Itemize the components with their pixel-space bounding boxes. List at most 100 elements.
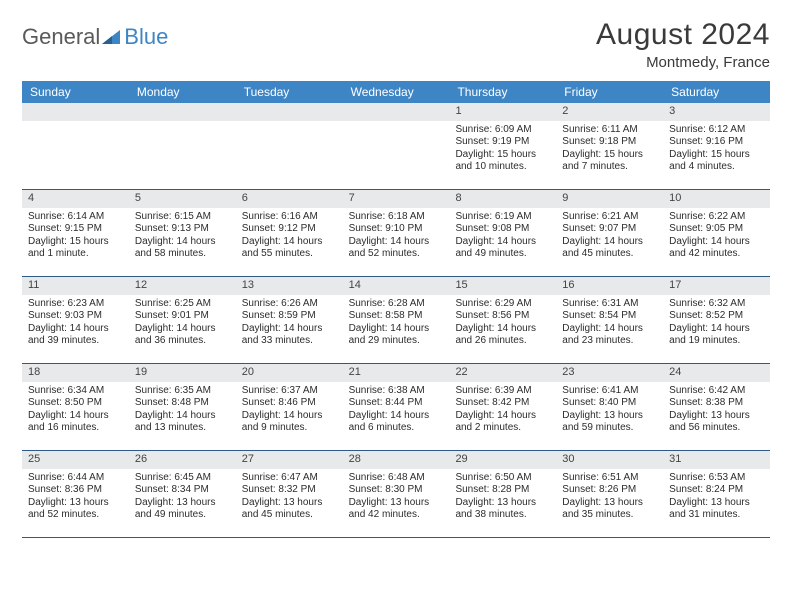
sunrise-text: Sunrise: 6:37 AM xyxy=(242,385,337,398)
day-number: 27 xyxy=(236,451,343,469)
day-number: 3 xyxy=(663,103,770,121)
day-number: 10 xyxy=(663,190,770,208)
calendar-day-cell xyxy=(343,103,450,189)
daylight-text: and 52 minutes. xyxy=(28,509,123,522)
logo-text-blue: Blue xyxy=(124,24,168,50)
day-details: Sunrise: 6:18 AMSunset: 9:10 PMDaylight:… xyxy=(343,208,450,267)
sunrise-text: Sunrise: 6:31 AM xyxy=(562,298,657,311)
sunset-text: Sunset: 8:42 PM xyxy=(455,397,550,410)
calendar-week-row: 11Sunrise: 6:23 AMSunset: 9:03 PMDayligh… xyxy=(22,277,770,364)
sunset-text: Sunset: 8:50 PM xyxy=(28,397,123,410)
calendar-day-cell: 9Sunrise: 6:21 AMSunset: 9:07 PMDaylight… xyxy=(556,190,663,276)
calendar-day-cell xyxy=(22,103,129,189)
daylight-text: and 36 minutes. xyxy=(135,335,230,348)
daylight-text: Daylight: 13 hours xyxy=(562,410,657,423)
daylight-text: Daylight: 13 hours xyxy=(669,410,764,423)
daylight-text: and 33 minutes. xyxy=(242,335,337,348)
sunset-text: Sunset: 8:24 PM xyxy=(669,484,764,497)
day-details: Sunrise: 6:37 AMSunset: 8:46 PMDaylight:… xyxy=(236,382,343,441)
day-details: Sunrise: 6:39 AMSunset: 8:42 PMDaylight:… xyxy=(449,382,556,441)
daylight-text: Daylight: 14 hours xyxy=(455,410,550,423)
daylight-text: and 4 minutes. xyxy=(669,161,764,174)
day-details: Sunrise: 6:42 AMSunset: 8:38 PMDaylight:… xyxy=(663,382,770,441)
calendar-day-cell: 23Sunrise: 6:41 AMSunset: 8:40 PMDayligh… xyxy=(556,364,663,450)
day-details: Sunrise: 6:16 AMSunset: 9:12 PMDaylight:… xyxy=(236,208,343,267)
daylight-text: and 49 minutes. xyxy=(455,248,550,261)
calendar-day-cell: 11Sunrise: 6:23 AMSunset: 9:03 PMDayligh… xyxy=(22,277,129,363)
calendar-day-cell: 13Sunrise: 6:26 AMSunset: 8:59 PMDayligh… xyxy=(236,277,343,363)
sunrise-text: Sunrise: 6:21 AM xyxy=(562,211,657,224)
day-number: 20 xyxy=(236,364,343,382)
day-number: 21 xyxy=(343,364,450,382)
sunset-text: Sunset: 8:30 PM xyxy=(349,484,444,497)
sunset-text: Sunset: 8:46 PM xyxy=(242,397,337,410)
day-details: Sunrise: 6:34 AMSunset: 8:50 PMDaylight:… xyxy=(22,382,129,441)
day-details: Sunrise: 6:44 AMSunset: 8:36 PMDaylight:… xyxy=(22,469,129,528)
daylight-text: Daylight: 14 hours xyxy=(242,323,337,336)
day-number: 6 xyxy=(236,190,343,208)
day-number: 5 xyxy=(129,190,236,208)
day-number: 1 xyxy=(449,103,556,121)
weekday-header: Tuesday xyxy=(236,81,343,103)
calendar-day-cell xyxy=(236,103,343,189)
daylight-text: and 19 minutes. xyxy=(669,335,764,348)
sunset-text: Sunset: 9:07 PM xyxy=(562,223,657,236)
daylight-text: Daylight: 14 hours xyxy=(562,236,657,249)
day-details: Sunrise: 6:22 AMSunset: 9:05 PMDaylight:… xyxy=(663,208,770,267)
daylight-text: and 55 minutes. xyxy=(242,248,337,261)
daylight-text: Daylight: 13 hours xyxy=(135,497,230,510)
day-number: 25 xyxy=(22,451,129,469)
weekday-header: Sunday xyxy=(22,81,129,103)
calendar-day-cell: 14Sunrise: 6:28 AMSunset: 8:58 PMDayligh… xyxy=(343,277,450,363)
sunrise-text: Sunrise: 6:41 AM xyxy=(562,385,657,398)
day-details: Sunrise: 6:50 AMSunset: 8:28 PMDaylight:… xyxy=(449,469,556,528)
day-number: 15 xyxy=(449,277,556,295)
sunset-text: Sunset: 9:01 PM xyxy=(135,310,230,323)
daylight-text: Daylight: 14 hours xyxy=(455,323,550,336)
day-number: 17 xyxy=(663,277,770,295)
sunrise-text: Sunrise: 6:19 AM xyxy=(455,211,550,224)
daylight-text: and 2 minutes. xyxy=(455,422,550,435)
header-bar: General Blue August 2024 Montmedy, Franc… xyxy=(22,18,770,71)
sunrise-text: Sunrise: 6:29 AM xyxy=(455,298,550,311)
calendar-day-cell: 31Sunrise: 6:53 AMSunset: 8:24 PMDayligh… xyxy=(663,451,770,537)
day-details: Sunrise: 6:48 AMSunset: 8:30 PMDaylight:… xyxy=(343,469,450,528)
sunrise-text: Sunrise: 6:45 AM xyxy=(135,472,230,485)
day-details: Sunrise: 6:45 AMSunset: 8:34 PMDaylight:… xyxy=(129,469,236,528)
sunset-text: Sunset: 9:13 PM xyxy=(135,223,230,236)
month-title: August 2024 xyxy=(596,18,770,52)
daylight-text: Daylight: 14 hours xyxy=(242,410,337,423)
sunset-text: Sunset: 9:12 PM xyxy=(242,223,337,236)
calendar-day-cell: 26Sunrise: 6:45 AMSunset: 8:34 PMDayligh… xyxy=(129,451,236,537)
daylight-text: Daylight: 14 hours xyxy=(669,323,764,336)
sunrise-text: Sunrise: 6:32 AM xyxy=(669,298,764,311)
daylight-text: Daylight: 13 hours xyxy=(28,497,123,510)
sunset-text: Sunset: 8:48 PM xyxy=(135,397,230,410)
day-details: Sunrise: 6:35 AMSunset: 8:48 PMDaylight:… xyxy=(129,382,236,441)
day-details: Sunrise: 6:31 AMSunset: 8:54 PMDaylight:… xyxy=(556,295,663,354)
sunrise-text: Sunrise: 6:38 AM xyxy=(349,385,444,398)
sunrise-text: Sunrise: 6:09 AM xyxy=(455,124,550,137)
day-number: 24 xyxy=(663,364,770,382)
sunrise-text: Sunrise: 6:51 AM xyxy=(562,472,657,485)
weekday-header: Thursday xyxy=(449,81,556,103)
sunset-text: Sunset: 8:44 PM xyxy=(349,397,444,410)
calendar-day-cell: 25Sunrise: 6:44 AMSunset: 8:36 PMDayligh… xyxy=(22,451,129,537)
day-details: Sunrise: 6:29 AMSunset: 8:56 PMDaylight:… xyxy=(449,295,556,354)
weekday-header-row: Sunday Monday Tuesday Wednesday Thursday… xyxy=(22,81,770,103)
day-details: Sunrise: 6:38 AMSunset: 8:44 PMDaylight:… xyxy=(343,382,450,441)
sunrise-text: Sunrise: 6:12 AM xyxy=(669,124,764,137)
day-number: 2 xyxy=(556,103,663,121)
calendar-day-cell: 10Sunrise: 6:22 AMSunset: 9:05 PMDayligh… xyxy=(663,190,770,276)
weekday-header: Monday xyxy=(129,81,236,103)
sunset-text: Sunset: 8:59 PM xyxy=(242,310,337,323)
day-details: Sunrise: 6:21 AMSunset: 9:07 PMDaylight:… xyxy=(556,208,663,267)
sunset-text: Sunset: 9:05 PM xyxy=(669,223,764,236)
logo-text-general: General xyxy=(22,24,100,50)
daylight-text: and 1 minute. xyxy=(28,248,123,261)
weekday-header: Saturday xyxy=(663,81,770,103)
sunrise-text: Sunrise: 6:39 AM xyxy=(455,385,550,398)
day-details: Sunrise: 6:47 AMSunset: 8:32 PMDaylight:… xyxy=(236,469,343,528)
daylight-text: and 58 minutes. xyxy=(135,248,230,261)
day-number: 7 xyxy=(343,190,450,208)
